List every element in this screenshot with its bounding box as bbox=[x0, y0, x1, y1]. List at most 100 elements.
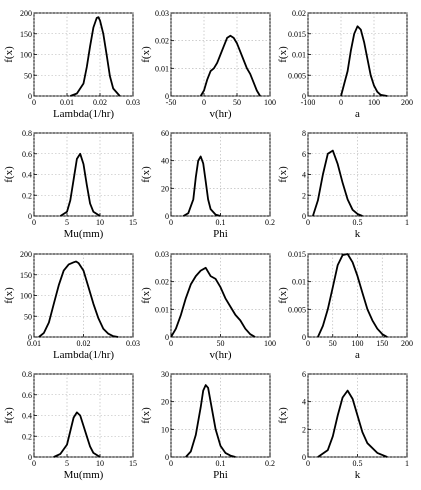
density-curve bbox=[185, 384, 236, 458]
y-tick-label: 0.005 bbox=[288, 71, 306, 80]
y-axis-label: f(x) bbox=[140, 46, 152, 63]
y-tick-label: 0.01 bbox=[292, 278, 306, 287]
x-axis-label: Phi bbox=[213, 469, 228, 481]
y-tick-label: 200 bbox=[20, 250, 32, 259]
y-tick-label: 2 bbox=[302, 191, 306, 200]
x-tick-label: 100 bbox=[368, 98, 380, 107]
y-tick-label: 0 bbox=[165, 92, 169, 101]
x-tick-label: 0 bbox=[169, 459, 173, 468]
chart-7: 0.01 0.02 0.03 0 50 100 150 200 Lambda(1/hr) f(x) bbox=[3, 250, 140, 361]
y-tick-label: 0.005 bbox=[288, 305, 306, 314]
y-tick-label: 0.01 bbox=[292, 51, 306, 60]
x-tick-label: 0 bbox=[32, 98, 36, 107]
y-tick-label: 0.02 bbox=[292, 9, 306, 18]
y-tick-label: 100 bbox=[20, 51, 32, 60]
x-tick-label: 0.5 bbox=[353, 218, 363, 227]
x-tick-label: 0.02 bbox=[93, 98, 107, 107]
y-tick-label: 0 bbox=[28, 92, 32, 101]
y-tick-label: 0 bbox=[28, 333, 32, 342]
y-tick-label: 0.03 bbox=[155, 250, 169, 259]
x-tick-label: 0.01 bbox=[60, 98, 74, 107]
x-tick-label: 0 bbox=[339, 98, 343, 107]
y-tick-label: 50 bbox=[24, 312, 32, 321]
y-tick-label: 60 bbox=[161, 129, 169, 138]
x-tick-label: -50 bbox=[166, 98, 177, 107]
chart-8: 0 50 100 0 0.01 0.02 0.03 v(hr) f(x) bbox=[140, 250, 276, 361]
y-tick-label: 0.03 bbox=[155, 9, 169, 18]
x-tick-label: 0.03 bbox=[126, 98, 140, 107]
x-axis-label: k bbox=[355, 469, 361, 481]
x-tick-label: 0 bbox=[32, 218, 36, 227]
y-tick-label: 20 bbox=[161, 184, 169, 193]
y-axis-label: f(x) bbox=[3, 407, 15, 424]
x-tick-label: 1 bbox=[405, 218, 409, 227]
chart-4: 0 5 10 15 0 0.2 0.4 0.6 0.8 Mu(mm) f(x) bbox=[3, 129, 137, 240]
x-tick-label: 5 bbox=[65, 459, 69, 468]
y-tick-label: 10 bbox=[161, 425, 169, 434]
y-axis-label: f(x) bbox=[277, 46, 289, 63]
y-tick-label: 30 bbox=[161, 370, 169, 379]
y-tick-label: 200 bbox=[20, 9, 32, 18]
density-curve bbox=[59, 152, 101, 217]
x-tick-label: 0 bbox=[169, 339, 173, 348]
y-tick-label: 8 bbox=[302, 129, 306, 138]
plot-frame bbox=[170, 132, 271, 217]
chart-6: 0 0.5 1 0 2 4 6 8 k f(x) bbox=[277, 129, 409, 240]
y-tick-label: 50 bbox=[24, 71, 32, 80]
x-tick-label: 0.01 bbox=[27, 339, 41, 348]
y-axis-label: f(x) bbox=[3, 46, 15, 63]
density-curve bbox=[312, 149, 363, 217]
x-tick-label: 0 bbox=[169, 218, 173, 227]
x-tick-label: 0 bbox=[306, 339, 310, 348]
y-tick-label: 0 bbox=[302, 333, 306, 342]
y-tick-label: 0 bbox=[28, 212, 32, 221]
x-axis-label: Phi bbox=[213, 228, 228, 240]
x-axis-label: Mu(mm) bbox=[64, 469, 104, 481]
x-tick-label: 10 bbox=[96, 459, 104, 468]
chart-1: 0 0.01 0.02 0.03 0 50 100 150 200 Lambda(1/hr) f(x… bbox=[3, 9, 140, 120]
y-tick-label: 0.02 bbox=[155, 37, 169, 46]
density-curve bbox=[199, 34, 261, 97]
y-tick-label: 4 bbox=[302, 398, 306, 407]
y-tick-label: 0.8 bbox=[22, 370, 32, 379]
y-tick-label: 0 bbox=[302, 212, 306, 221]
y-axis-label: f(x) bbox=[277, 166, 289, 183]
x-tick-label: 100 bbox=[352, 339, 364, 348]
x-axis-label: k bbox=[355, 228, 361, 240]
y-tick-label: 4 bbox=[302, 171, 306, 180]
y-tick-label: 0.4 bbox=[22, 412, 32, 421]
x-tick-label: 0 bbox=[32, 459, 36, 468]
y-tick-label: 0.02 bbox=[155, 278, 169, 287]
x-axis-label: Mu(mm) bbox=[64, 228, 104, 240]
y-tick-label: 0 bbox=[302, 453, 306, 462]
y-tick-label: 0.2 bbox=[22, 432, 32, 441]
y-tick-label: 0.4 bbox=[22, 171, 32, 180]
density-curve bbox=[340, 25, 388, 97]
chart-9: 0 50 100 150 200 0 0.005 0.01 0.015 a f(x) bbox=[277, 250, 413, 361]
density-curve bbox=[170, 266, 256, 338]
y-tick-label: 20 bbox=[161, 398, 169, 407]
x-tick-label: 50 bbox=[217, 339, 225, 348]
x-tick-label: 15 bbox=[129, 218, 137, 227]
y-tick-label: 0.01 bbox=[155, 64, 169, 73]
density-curve bbox=[69, 16, 121, 97]
y-axis-label: f(x) bbox=[140, 407, 152, 424]
y-tick-label: 0.8 bbox=[22, 129, 32, 138]
x-tick-label: 150 bbox=[376, 339, 388, 348]
y-tick-label: 0.015 bbox=[288, 250, 306, 259]
x-tick-label: 15 bbox=[129, 459, 137, 468]
x-tick-label: 10 bbox=[96, 218, 104, 227]
y-axis-label: f(x) bbox=[140, 287, 152, 304]
chart-11: 0 0.1 0.2 0 10 20 30 Phi f(x) bbox=[140, 370, 275, 481]
chart-10: 0 5 10 15 0 0.2 0.4 0.6 0.8 Mu(mm) f(x) bbox=[3, 370, 137, 481]
x-tick-label: 100 bbox=[264, 339, 276, 348]
x-tick-label: 0.5 bbox=[353, 459, 363, 468]
y-tick-label: 0.2 bbox=[22, 191, 32, 200]
x-axis-label: v(hr) bbox=[210, 349, 232, 361]
y-axis-label: f(x) bbox=[140, 166, 152, 183]
x-tick-label: 0.2 bbox=[265, 218, 275, 227]
x-axis-label: Lambda(1/hr) bbox=[53, 108, 114, 120]
